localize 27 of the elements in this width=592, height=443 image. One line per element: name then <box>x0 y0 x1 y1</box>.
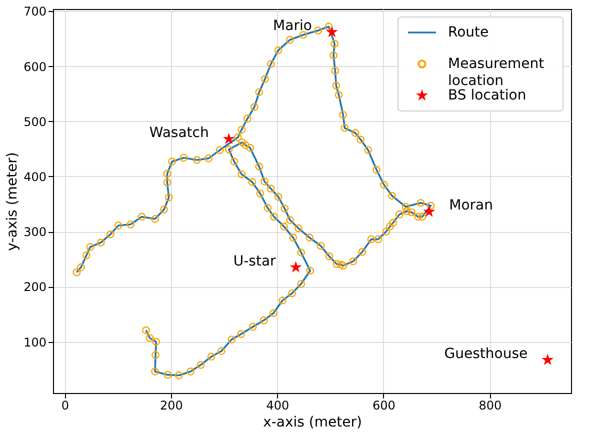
x-tick-label: 200 <box>160 398 183 412</box>
legend-label: Route <box>448 24 489 40</box>
annotation: Moran <box>449 198 494 214</box>
legend-label: BS location <box>448 88 526 104</box>
annotation: Guesthouse <box>444 346 528 362</box>
point <box>542 354 554 366</box>
annotation: U-star <box>233 253 276 270</box>
annotation: Wasatch <box>149 125 209 142</box>
x-tick-label: 600 <box>372 398 396 412</box>
y-tick-label: 300 <box>24 225 46 240</box>
annotation: Mario <box>273 18 312 34</box>
point <box>326 26 338 38</box>
y-tick-label: 500 <box>24 114 46 129</box>
y-tick-label: 100 <box>24 335 46 350</box>
x-tick-label: 400 <box>266 398 290 412</box>
y-tick-label: 400 <box>24 170 46 184</box>
legend-label: Measurement location <box>448 56 545 89</box>
x-tick-label: 0 <box>61 398 70 412</box>
y-tick-label: 200 <box>24 280 46 294</box>
y-tick-label: 600 <box>24 60 46 74</box>
x-axis-title: x-axis (meter) <box>263 414 362 430</box>
x-tick-label: 800 <box>478 398 502 412</box>
point <box>222 132 235 144</box>
y-tick-label: 700 <box>24 4 46 19</box>
point <box>290 261 302 273</box>
y-axis-title: y-axis (meter) <box>4 152 21 251</box>
point <box>423 205 436 217</box>
